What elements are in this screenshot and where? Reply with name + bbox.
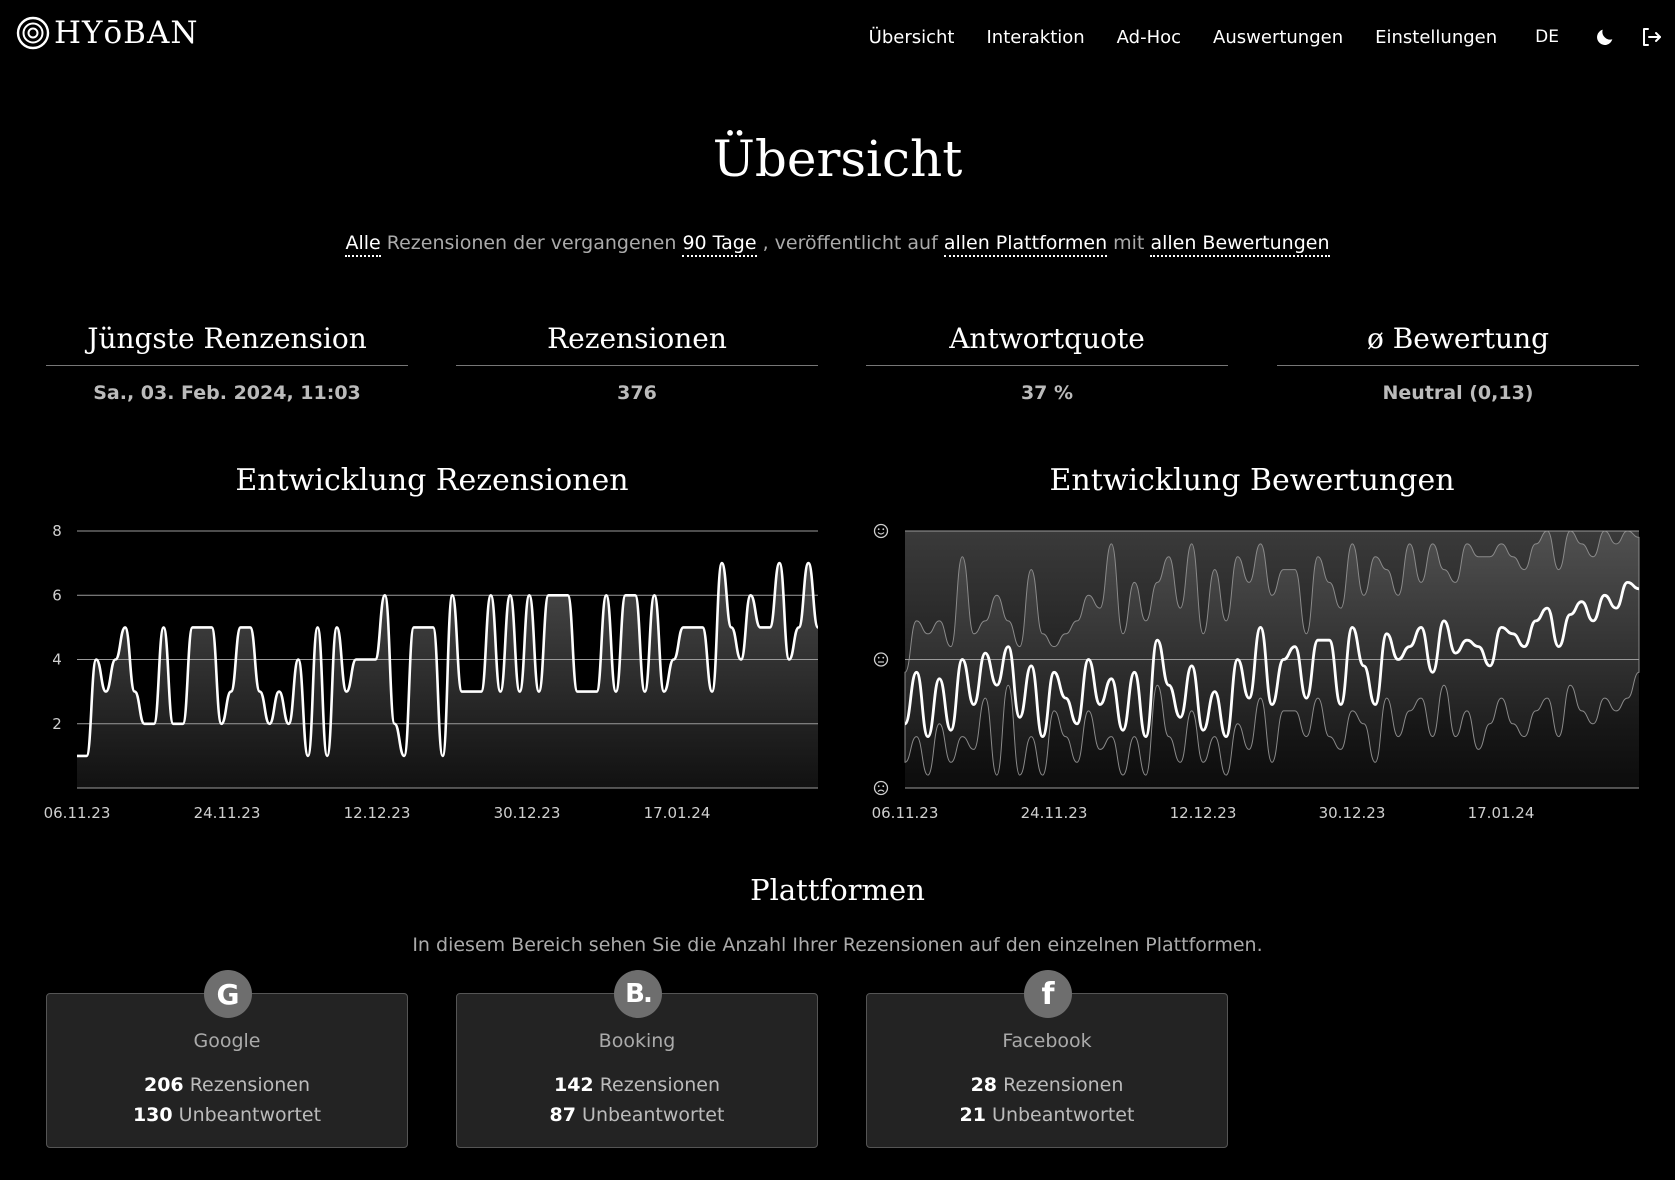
- filter-period-link[interactable]: 90 Tage: [682, 232, 757, 257]
- y-tick-label: 2: [52, 715, 62, 733]
- stats-row: Jüngste Renzension Sa., 03. Feb. 2024, 1…: [46, 322, 1639, 412]
- x-tick-label: 06.11.23: [44, 804, 111, 822]
- x-tick-label: 12.12.23: [1170, 804, 1237, 822]
- unanswered-count: 130: [132, 1104, 173, 1126]
- google-icon: G: [204, 970, 252, 1018]
- filter-text-2: , veröffentlicht auf: [756, 232, 944, 254]
- platform-reviews: 28 Rezensionen: [867, 1074, 1227, 1096]
- platform-name: Booking: [598, 1030, 676, 1052]
- ratings-range-band: [904, 530, 1640, 776]
- filter-text-1: Rezensionen der vergangenen: [380, 232, 683, 254]
- stat-value: Sa., 03. Feb. 2024, 11:03: [93, 382, 361, 404]
- happy-icon: [873, 523, 889, 539]
- language-switch[interactable]: DE: [1535, 27, 1559, 47]
- reviews-series-line: [77, 561, 820, 758]
- stat-title: Antwortquote: [866, 322, 1228, 366]
- nav-item-einstellungen[interactable]: Einstellungen: [1375, 26, 1498, 48]
- stat-title: Jüngste Renzension: [46, 322, 408, 366]
- unanswered-label: Unbeantwortet: [178, 1104, 322, 1126]
- platform-card-google[interactable]: G Google 206 Rezensionen 130 Unbeantwort…: [46, 970, 408, 1148]
- platform-card-booking[interactable]: B. Booking 142 Rezensionen 87 Unbeantwor…: [456, 970, 818, 1148]
- nav-item-uebersicht[interactable]: Übersicht: [868, 26, 955, 48]
- x-tick-label: 06.11.23: [872, 804, 939, 822]
- stat-latest-review: Jüngste Renzension Sa., 03. Feb. 2024, 1…: [46, 322, 408, 404]
- platform-reviews: 142 Rezensionen: [457, 1074, 817, 1096]
- y-tick-label: 8: [52, 522, 62, 540]
- facebook-icon: f: [1024, 970, 1072, 1018]
- unanswered-label: Unbeantwortet: [992, 1104, 1135, 1126]
- chart-title-reviews: Entwicklung Rezensionen: [235, 463, 629, 498]
- review-count: 142: [553, 1074, 594, 1096]
- platform-name: Facebook: [1002, 1030, 1092, 1052]
- platform-card-facebook[interactable]: f Facebook 28 Rezensionen 21 Unbeantwort…: [866, 970, 1228, 1148]
- platforms-title: Plattformen: [750, 873, 925, 907]
- platform-unanswered: 21 Unbeantwortet: [867, 1104, 1227, 1126]
- logo[interactable]: HYōBAN: [16, 14, 198, 52]
- unanswered-count: 87: [549, 1104, 576, 1126]
- x-tick-label: 12.12.23: [344, 804, 411, 822]
- moon-icon[interactable]: [1593, 25, 1617, 49]
- logo-icon: [16, 16, 50, 50]
- review-count: 206: [143, 1074, 184, 1096]
- logout-icon[interactable]: [1639, 25, 1663, 49]
- x-tick-label: 24.11.23: [194, 804, 261, 822]
- filter-text-3: mit: [1107, 232, 1151, 254]
- ratings-mean-line: [903, 580, 1640, 739]
- stat-title: ø Bewertung: [1277, 322, 1639, 366]
- reviews-label: Rezensionen: [189, 1074, 311, 1096]
- y-tick-label: 6: [52, 586, 62, 604]
- x-tick-label: 17.01.24: [1468, 804, 1535, 822]
- unanswered-label: Unbeantwortet: [582, 1104, 725, 1126]
- page-title: Übersicht: [712, 130, 963, 188]
- stat-value: Neutral (0,13): [1382, 382, 1534, 404]
- chart-title-ratings: Entwicklung Bewertungen: [1049, 463, 1455, 498]
- booking-icon: B.: [614, 970, 662, 1018]
- neutral-icon: [873, 652, 889, 667]
- ratings-development-chart: 06.11.23 24.11.23 12.12.23 30.12.23 17.01.24: [872, 523, 1640, 822]
- reviews-label: Rezensionen: [599, 1074, 721, 1096]
- x-tick-label: 17.01.24: [644, 804, 711, 822]
- x-tick-label: 30.12.23: [1319, 804, 1386, 822]
- nav-item-interaktion[interactable]: Interaktion: [986, 26, 1085, 48]
- x-tick-label: 24.11.23: [1021, 804, 1088, 822]
- stat-value: 37 %: [1020, 382, 1074, 404]
- filter-platforms-link[interactable]: allen Plattformen: [943, 232, 1108, 257]
- stat-value: 376: [617, 382, 657, 404]
- nav-item-ad-hoc[interactable]: Ad-Hoc: [1116, 26, 1182, 48]
- stat-response-rate: Antwortquote 37 %: [866, 322, 1228, 404]
- stat-review-count: Rezensionen 376: [456, 322, 818, 404]
- reviews-area-fill: [77, 563, 818, 788]
- logo-text: HYōBAN: [54, 15, 199, 51]
- top-navigation-bar: HYōBAN Übersicht Interaktion Ad-Hoc Ausw…: [0, 0, 1675, 76]
- stat-average-rating: ø Bewertung Neutral (0,13): [1277, 322, 1639, 404]
- reviews-development-chart: 2 4 6 8 06.11.23 24.11.23 12.12.23 30.12.23 17.0…: [44, 522, 820, 822]
- sad-icon: [873, 780, 889, 796]
- main-nav: Übersicht Interaktion Ad-Hoc Auswertunge…: [869, 22, 1675, 52]
- stat-title: Rezensionen: [456, 322, 818, 366]
- unanswered-count: 21: [959, 1104, 986, 1126]
- nav-item-auswertungen[interactable]: Auswertungen: [1213, 26, 1344, 48]
- reviews-label: Rezensionen: [1003, 1074, 1124, 1096]
- platform-reviews: 206 Rezensionen: [47, 1074, 407, 1096]
- platforms-description: In diesem Bereich sehen Sie die Anzahl I…: [412, 934, 1263, 956]
- platform-unanswered: 130 Unbeantwortet: [47, 1104, 407, 1126]
- filter-scope-link[interactable]: Alle: [345, 232, 381, 257]
- platform-unanswered: 87 Unbeantwortet: [457, 1104, 817, 1126]
- review-count: 28: [970, 1074, 998, 1096]
- platform-name: Google: [193, 1030, 261, 1052]
- y-tick-label: 4: [52, 651, 62, 669]
- x-tick-label: 30.12.23: [494, 804, 561, 822]
- filter-ratings-link[interactable]: allen Bewertungen: [1150, 232, 1330, 257]
- filter-sentence: Alle Rezensionen der vergangenen 90 Tage…: [0, 232, 1675, 257]
